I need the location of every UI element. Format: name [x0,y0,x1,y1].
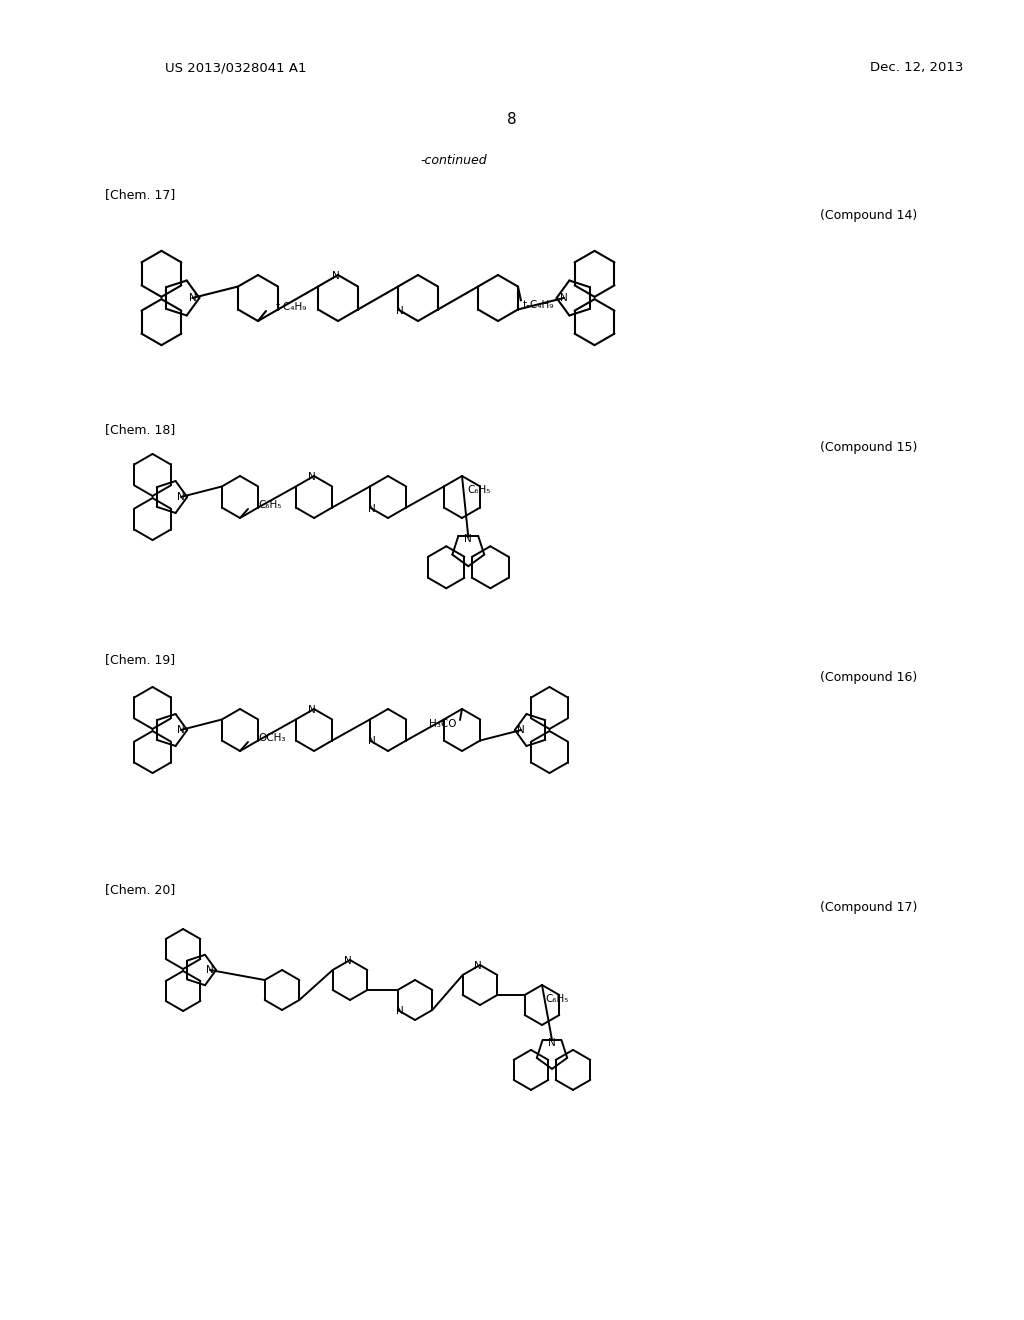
Text: N: N [465,535,472,544]
Text: N: N [368,737,376,747]
Text: (Compound 16): (Compound 16) [820,671,918,684]
Text: C₆H₅: C₆H₅ [545,994,568,1005]
Text: Dec. 12, 2013: Dec. 12, 2013 [870,62,964,74]
Text: t-C₄H₉: t-C₄H₉ [523,300,554,309]
Text: (Compound 15): (Compound 15) [820,441,918,454]
Text: [Chem. 19]: [Chem. 19] [105,653,175,667]
Text: t-C₄H₉: t-C₄H₉ [276,302,307,312]
Text: N: N [560,293,567,304]
Text: [Chem. 18]: [Chem. 18] [105,424,175,437]
Text: N: N [308,473,315,482]
Text: (Compound 17): (Compound 17) [820,900,918,913]
Text: N: N [344,956,352,966]
Text: [Chem. 20]: [Chem. 20] [105,883,175,896]
Text: C₆H₅: C₆H₅ [467,484,490,495]
Text: 8: 8 [507,112,517,128]
Text: C₆H₅: C₆H₅ [258,500,282,510]
Text: N: N [548,1038,556,1048]
Text: N: N [517,725,525,735]
Text: H₃CO: H₃CO [429,719,457,729]
Text: N: N [308,705,315,715]
Text: (Compound 14): (Compound 14) [820,209,918,222]
Text: N: N [332,271,340,281]
Text: OCH₃: OCH₃ [258,733,286,743]
Text: -continued: -continued [420,153,486,166]
Text: N: N [368,503,376,513]
Text: N: N [206,965,214,975]
Text: N: N [396,1006,403,1016]
Text: US 2013/0328041 A1: US 2013/0328041 A1 [165,62,306,74]
Text: N: N [396,305,403,315]
Text: N: N [177,492,184,502]
Text: N: N [474,961,482,972]
Text: N: N [177,725,184,735]
Text: N: N [188,293,197,304]
Text: [Chem. 17]: [Chem. 17] [105,189,175,202]
